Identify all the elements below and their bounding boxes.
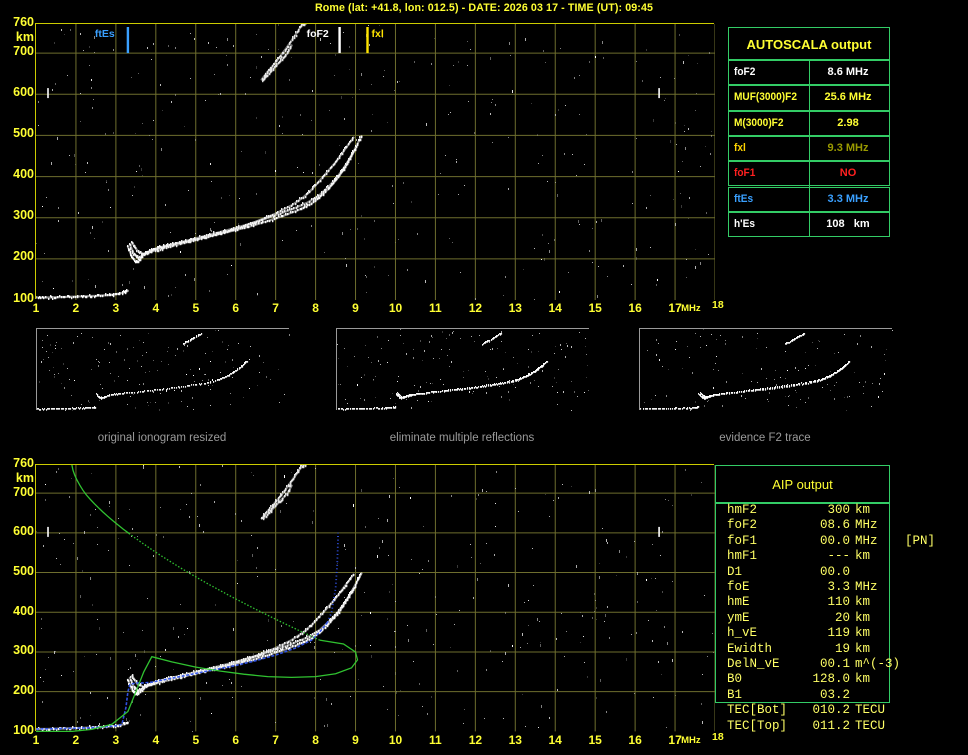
svg-text:foF2: foF2: [307, 28, 329, 40]
svg-text:ftEs: ftEs: [95, 28, 115, 40]
svg-text:fxl: fxl: [372, 28, 384, 40]
